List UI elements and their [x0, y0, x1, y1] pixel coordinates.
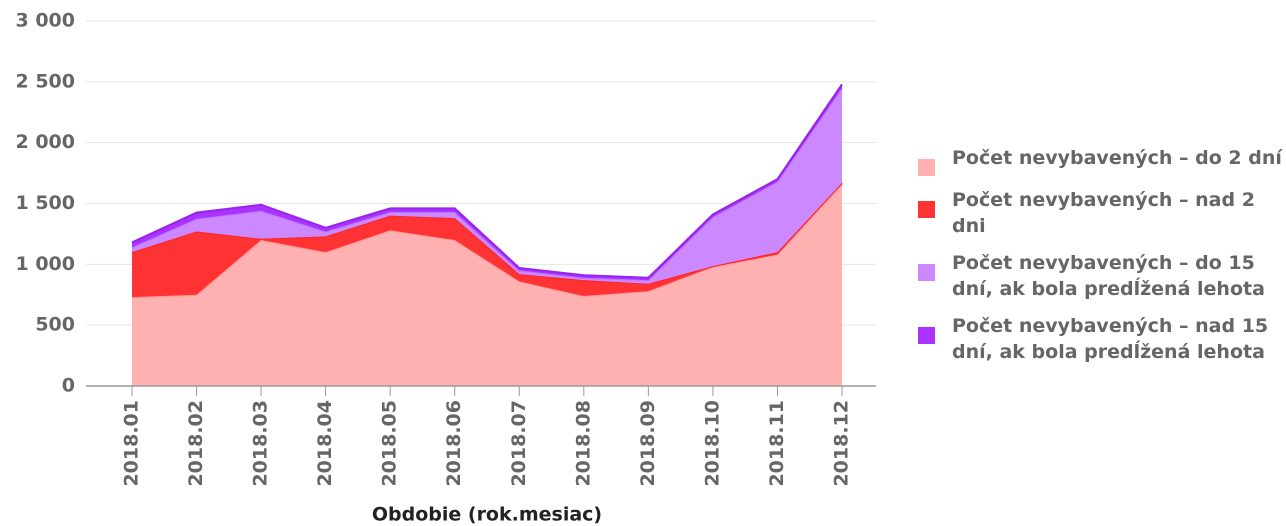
legend-label: Počet nevybavených – nad 15 dní, ak bola…: [952, 315, 1269, 363]
x-tick-label: 2018.02: [185, 400, 207, 487]
x-tick-label: 2018.09: [637, 400, 659, 487]
area: [132, 84, 842, 281]
x-axis-title: Obdobie (rok.mesiac): [372, 504, 602, 526]
legend-item[interactable]: Počet nevybavených – nad 2 dni: [918, 187, 1286, 239]
x-tick-label: 2018.10: [701, 400, 723, 487]
legend-label: Počet nevybavených – nad 2 dni: [952, 189, 1255, 237]
x-tick-label: 2018.08: [572, 400, 594, 487]
legend: Počet nevybavených – do 2 dní Počet nevyb…: [918, 145, 1286, 376]
y-tick-label: 1 500: [16, 192, 76, 214]
legend-item[interactable]: Počet nevybavených – do 15 dní, ak bola …: [918, 250, 1286, 302]
legend-swatch: [918, 201, 935, 218]
legend-swatch: [918, 327, 935, 344]
y-tick-label: 0: [62, 375, 75, 397]
y-tick-label: 2 500: [16, 70, 76, 92]
area: [132, 87, 842, 284]
area-line: [131, 83, 843, 279]
legend-swatch: [918, 264, 935, 281]
x-tick-label: 2018.01: [121, 400, 143, 487]
y-tick-label: 2 000: [16, 131, 76, 153]
y-tick-label: 3 000: [16, 10, 76, 32]
area: [132, 182, 842, 298]
legend-label: Počet nevybavených – do 2 dní: [952, 147, 1282, 169]
chart: Obdobie (rok.mesiac) 0 500 1 000 1 500 2 000…: [16, 10, 876, 526]
x-tick-label: 2018.11: [766, 400, 788, 487]
x-tick-label: 2018.07: [508, 400, 530, 487]
y-tick-label: 1 000: [16, 253, 76, 275]
x-tick-label: 2018.06: [443, 400, 465, 487]
legend-swatch: [918, 159, 935, 176]
y-tick-label: 500: [35, 314, 75, 336]
legend-item[interactable]: Počet nevybavených – nad 15 dní, ak bola…: [918, 313, 1286, 365]
legend-label: Počet nevybavených – do 15 dní, ak bola …: [952, 252, 1265, 300]
x-tick-label: 2018.04: [314, 400, 336, 487]
area: [132, 184, 842, 386]
x-tick-label: 2018.05: [379, 400, 401, 487]
legend-item[interactable]: Počet nevybavených – do 2 dní: [918, 145, 1286, 176]
x-tick-label: 2018.12: [831, 400, 853, 487]
x-tick-label: 2018.03: [250, 400, 272, 487]
